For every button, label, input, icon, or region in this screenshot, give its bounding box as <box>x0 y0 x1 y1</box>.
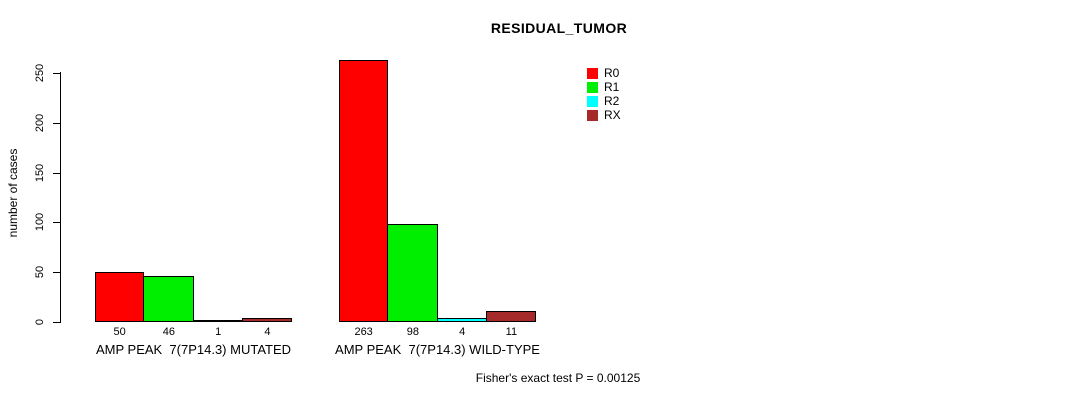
group-label-2: AMP PEAK 7(7P14.3) WILD-TYPE <box>335 342 540 357</box>
legend-swatch-R2 <box>587 95 598 107</box>
legend-swatch-R1 <box>587 81 598 93</box>
y-tick-label: 100 <box>34 212 46 232</box>
legend-label: R0 <box>604 65 620 80</box>
bar-RX-group2 <box>486 311 536 322</box>
y-tick-label: 50 <box>34 265 46 279</box>
bar-R2-group1 <box>193 320 243 322</box>
y-axis-label: number of cases <box>6 148 20 238</box>
bar-RX-group1 <box>242 318 292 322</box>
y-tick-mark <box>53 272 60 273</box>
legend-label: R2 <box>604 93 620 108</box>
y-tick-label: 0 <box>34 318 46 326</box>
legend-swatch-R0 <box>587 67 598 79</box>
y-tick-mark <box>53 173 60 174</box>
bar-value-label: 263 <box>354 326 373 338</box>
bar-R0-group1 <box>95 272 144 322</box>
bar-value-label: 98 <box>406 326 419 338</box>
chart-title: RESIDUAL_TUMOR <box>490 20 628 36</box>
bar-R2-group2 <box>437 318 487 322</box>
legend-label: R1 <box>604 79 620 94</box>
bar-value-label: 4 <box>264 326 271 338</box>
bar-value-label: 50 <box>113 326 126 338</box>
legend-item-R0: R0 <box>587 66 621 80</box>
y-tick-mark <box>53 123 60 124</box>
y-tick-mark <box>53 73 60 74</box>
y-tick-mark <box>53 222 60 223</box>
legend: R0 R1 R2 RX <box>587 66 621 122</box>
legend-label: RX <box>604 107 621 122</box>
y-tick-mark <box>53 322 60 323</box>
bar-R0-group2 <box>339 60 388 322</box>
bar-value-label: 4 <box>459 326 466 338</box>
y-tick-label: 200 <box>34 113 46 133</box>
legend-item-R2: R2 <box>587 94 621 108</box>
bar-value-label: 1 <box>215 326 222 338</box>
legend-item-RX: RX <box>587 108 621 122</box>
legend-item-R1: R1 <box>587 80 621 94</box>
group-label-1: AMP PEAK 7(7P14.3) MUTATED <box>95 342 292 357</box>
fisher-test-annotation: Fisher's exact test P = 0.00125 <box>475 371 641 385</box>
legend-swatch-RX <box>587 109 598 121</box>
y-tick-label: 250 <box>34 63 46 83</box>
bar-value-label: 46 <box>162 326 175 338</box>
bar-value-label: 11 <box>505 326 518 338</box>
bar-R1-group2 <box>387 224 438 322</box>
bar-R1-group1 <box>143 276 194 322</box>
y-axis-line <box>60 72 61 323</box>
y-tick-label: 150 <box>34 163 46 183</box>
